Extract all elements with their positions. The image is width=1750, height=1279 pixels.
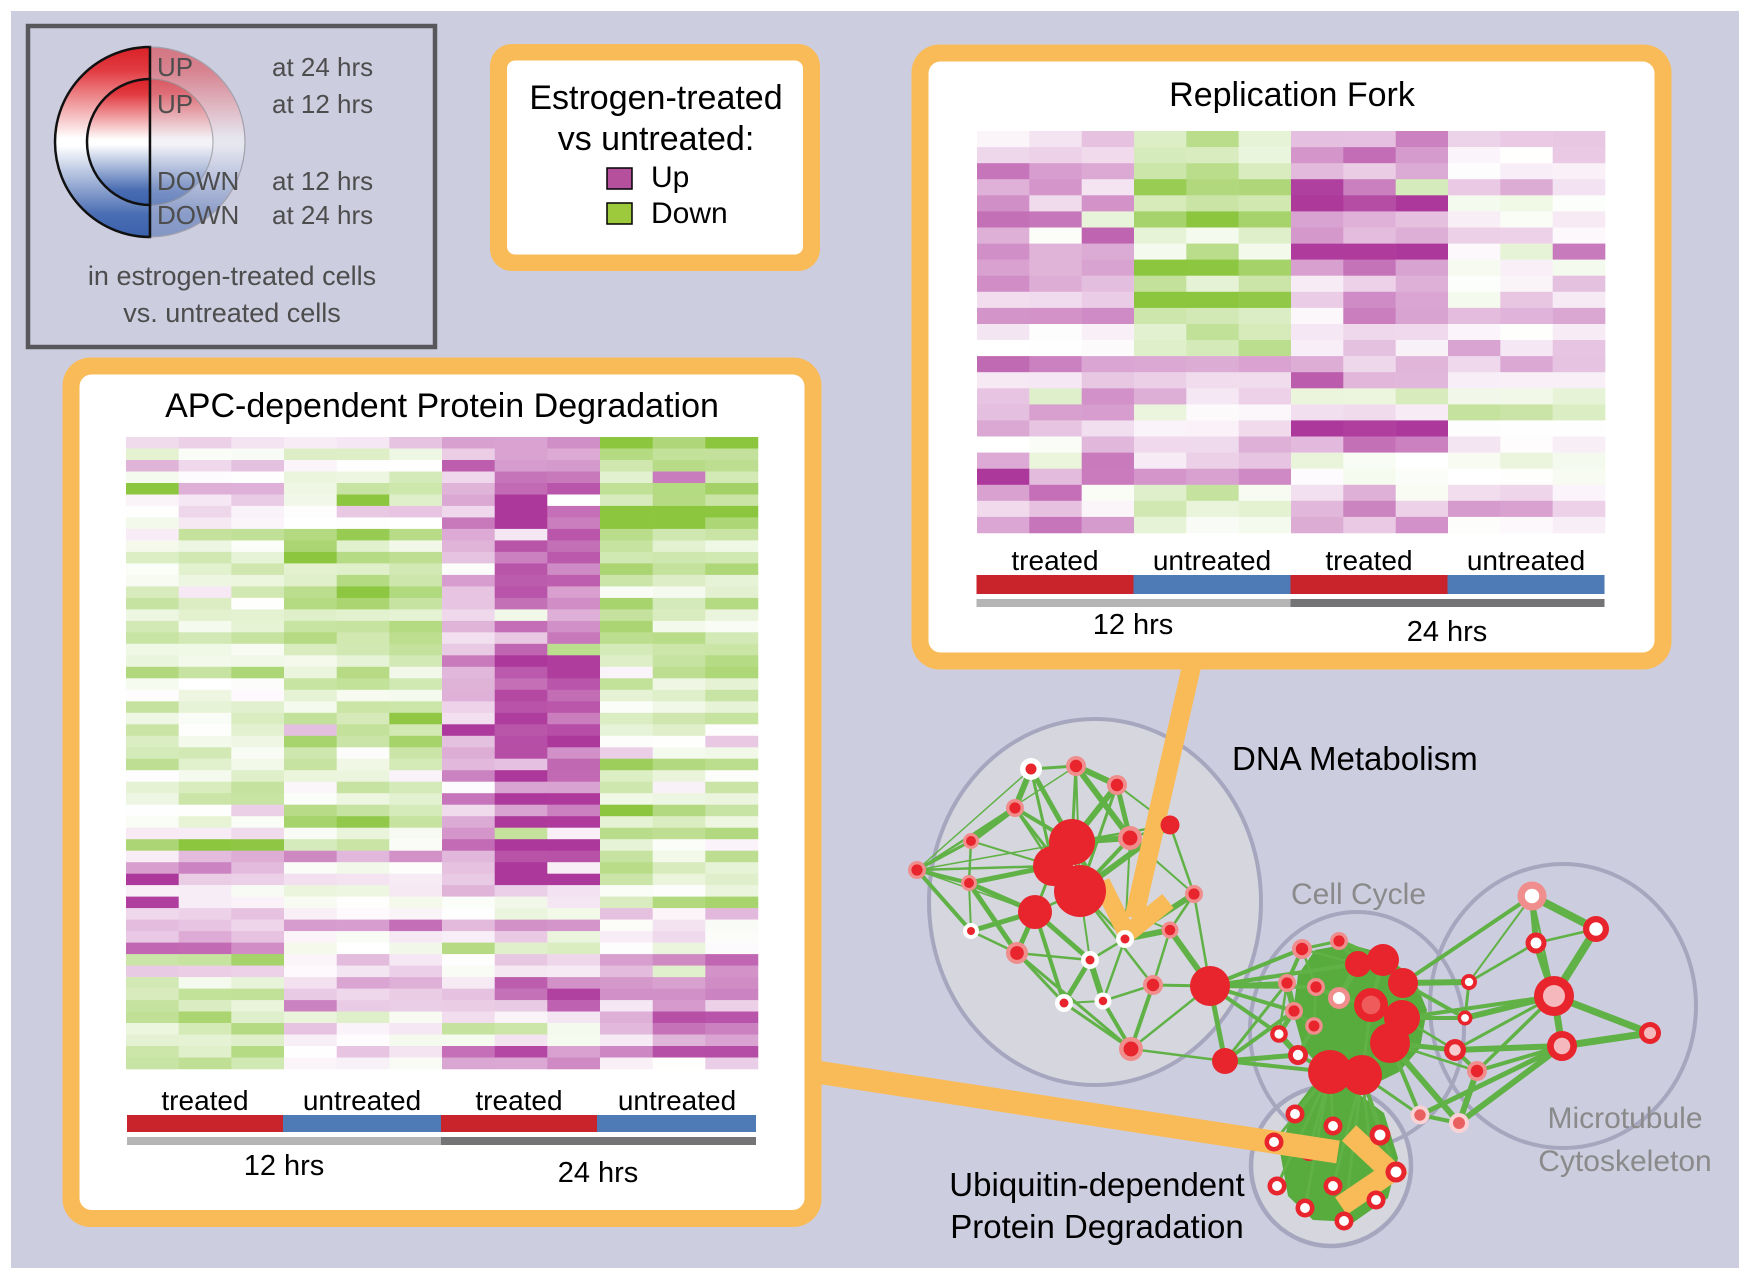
svg-text:treated: treated — [1011, 545, 1098, 576]
svg-text:12 hrs: 12 hrs — [1093, 609, 1174, 641]
svg-text:at 24 hrs: at 24 hrs — [272, 52, 373, 82]
svg-text:Protein Degradation: Protein Degradation — [950, 1208, 1244, 1245]
svg-text:Microtubule: Microtubule — [1547, 1102, 1702, 1135]
svg-text:vs untreated:: vs untreated: — [558, 120, 755, 158]
svg-text:Estrogen-treated: Estrogen-treated — [529, 79, 782, 117]
svg-text:untreated: untreated — [1153, 545, 1271, 576]
svg-text:24 hrs: 24 hrs — [558, 1157, 639, 1189]
svg-text:untreated: untreated — [1467, 545, 1585, 576]
svg-text:DOWN: DOWN — [157, 166, 239, 196]
svg-text:Replication Fork: Replication Fork — [1169, 76, 1416, 114]
svg-text:untreated: untreated — [303, 1085, 421, 1116]
svg-text:vs. untreated cells: vs. untreated cells — [123, 298, 341, 328]
svg-text:Cell Cycle: Cell Cycle — [1291, 878, 1426, 911]
svg-text:at 12 hrs: at 12 hrs — [272, 166, 373, 196]
svg-text:treated: treated — [1325, 545, 1412, 576]
svg-text:DNA Metabolism: DNA Metabolism — [1232, 740, 1478, 777]
svg-text:in estrogen-treated cells: in estrogen-treated cells — [88, 261, 376, 291]
svg-text:12 hrs: 12 hrs — [244, 1150, 325, 1182]
svg-text:treated: treated — [161, 1085, 248, 1116]
svg-text:Up: Up — [651, 161, 689, 194]
svg-text:Down: Down — [651, 197, 728, 230]
svg-text:Ubiquitin-dependent: Ubiquitin-dependent — [949, 1166, 1244, 1203]
svg-text:Cytoskeleton: Cytoskeleton — [1538, 1145, 1711, 1178]
svg-text:24 hrs: 24 hrs — [1407, 616, 1488, 648]
svg-text:treated: treated — [475, 1085, 562, 1116]
svg-text:at 24 hrs: at 24 hrs — [272, 200, 373, 230]
svg-text:UP: UP — [157, 89, 193, 119]
svg-text:at 12 hrs: at 12 hrs — [272, 89, 373, 119]
svg-text:DOWN: DOWN — [157, 200, 239, 230]
svg-text:untreated: untreated — [618, 1085, 736, 1116]
svg-text:APC-dependent Protein Degradat: APC-dependent Protein Degradation — [165, 387, 719, 425]
svg-text:UP: UP — [157, 52, 193, 82]
